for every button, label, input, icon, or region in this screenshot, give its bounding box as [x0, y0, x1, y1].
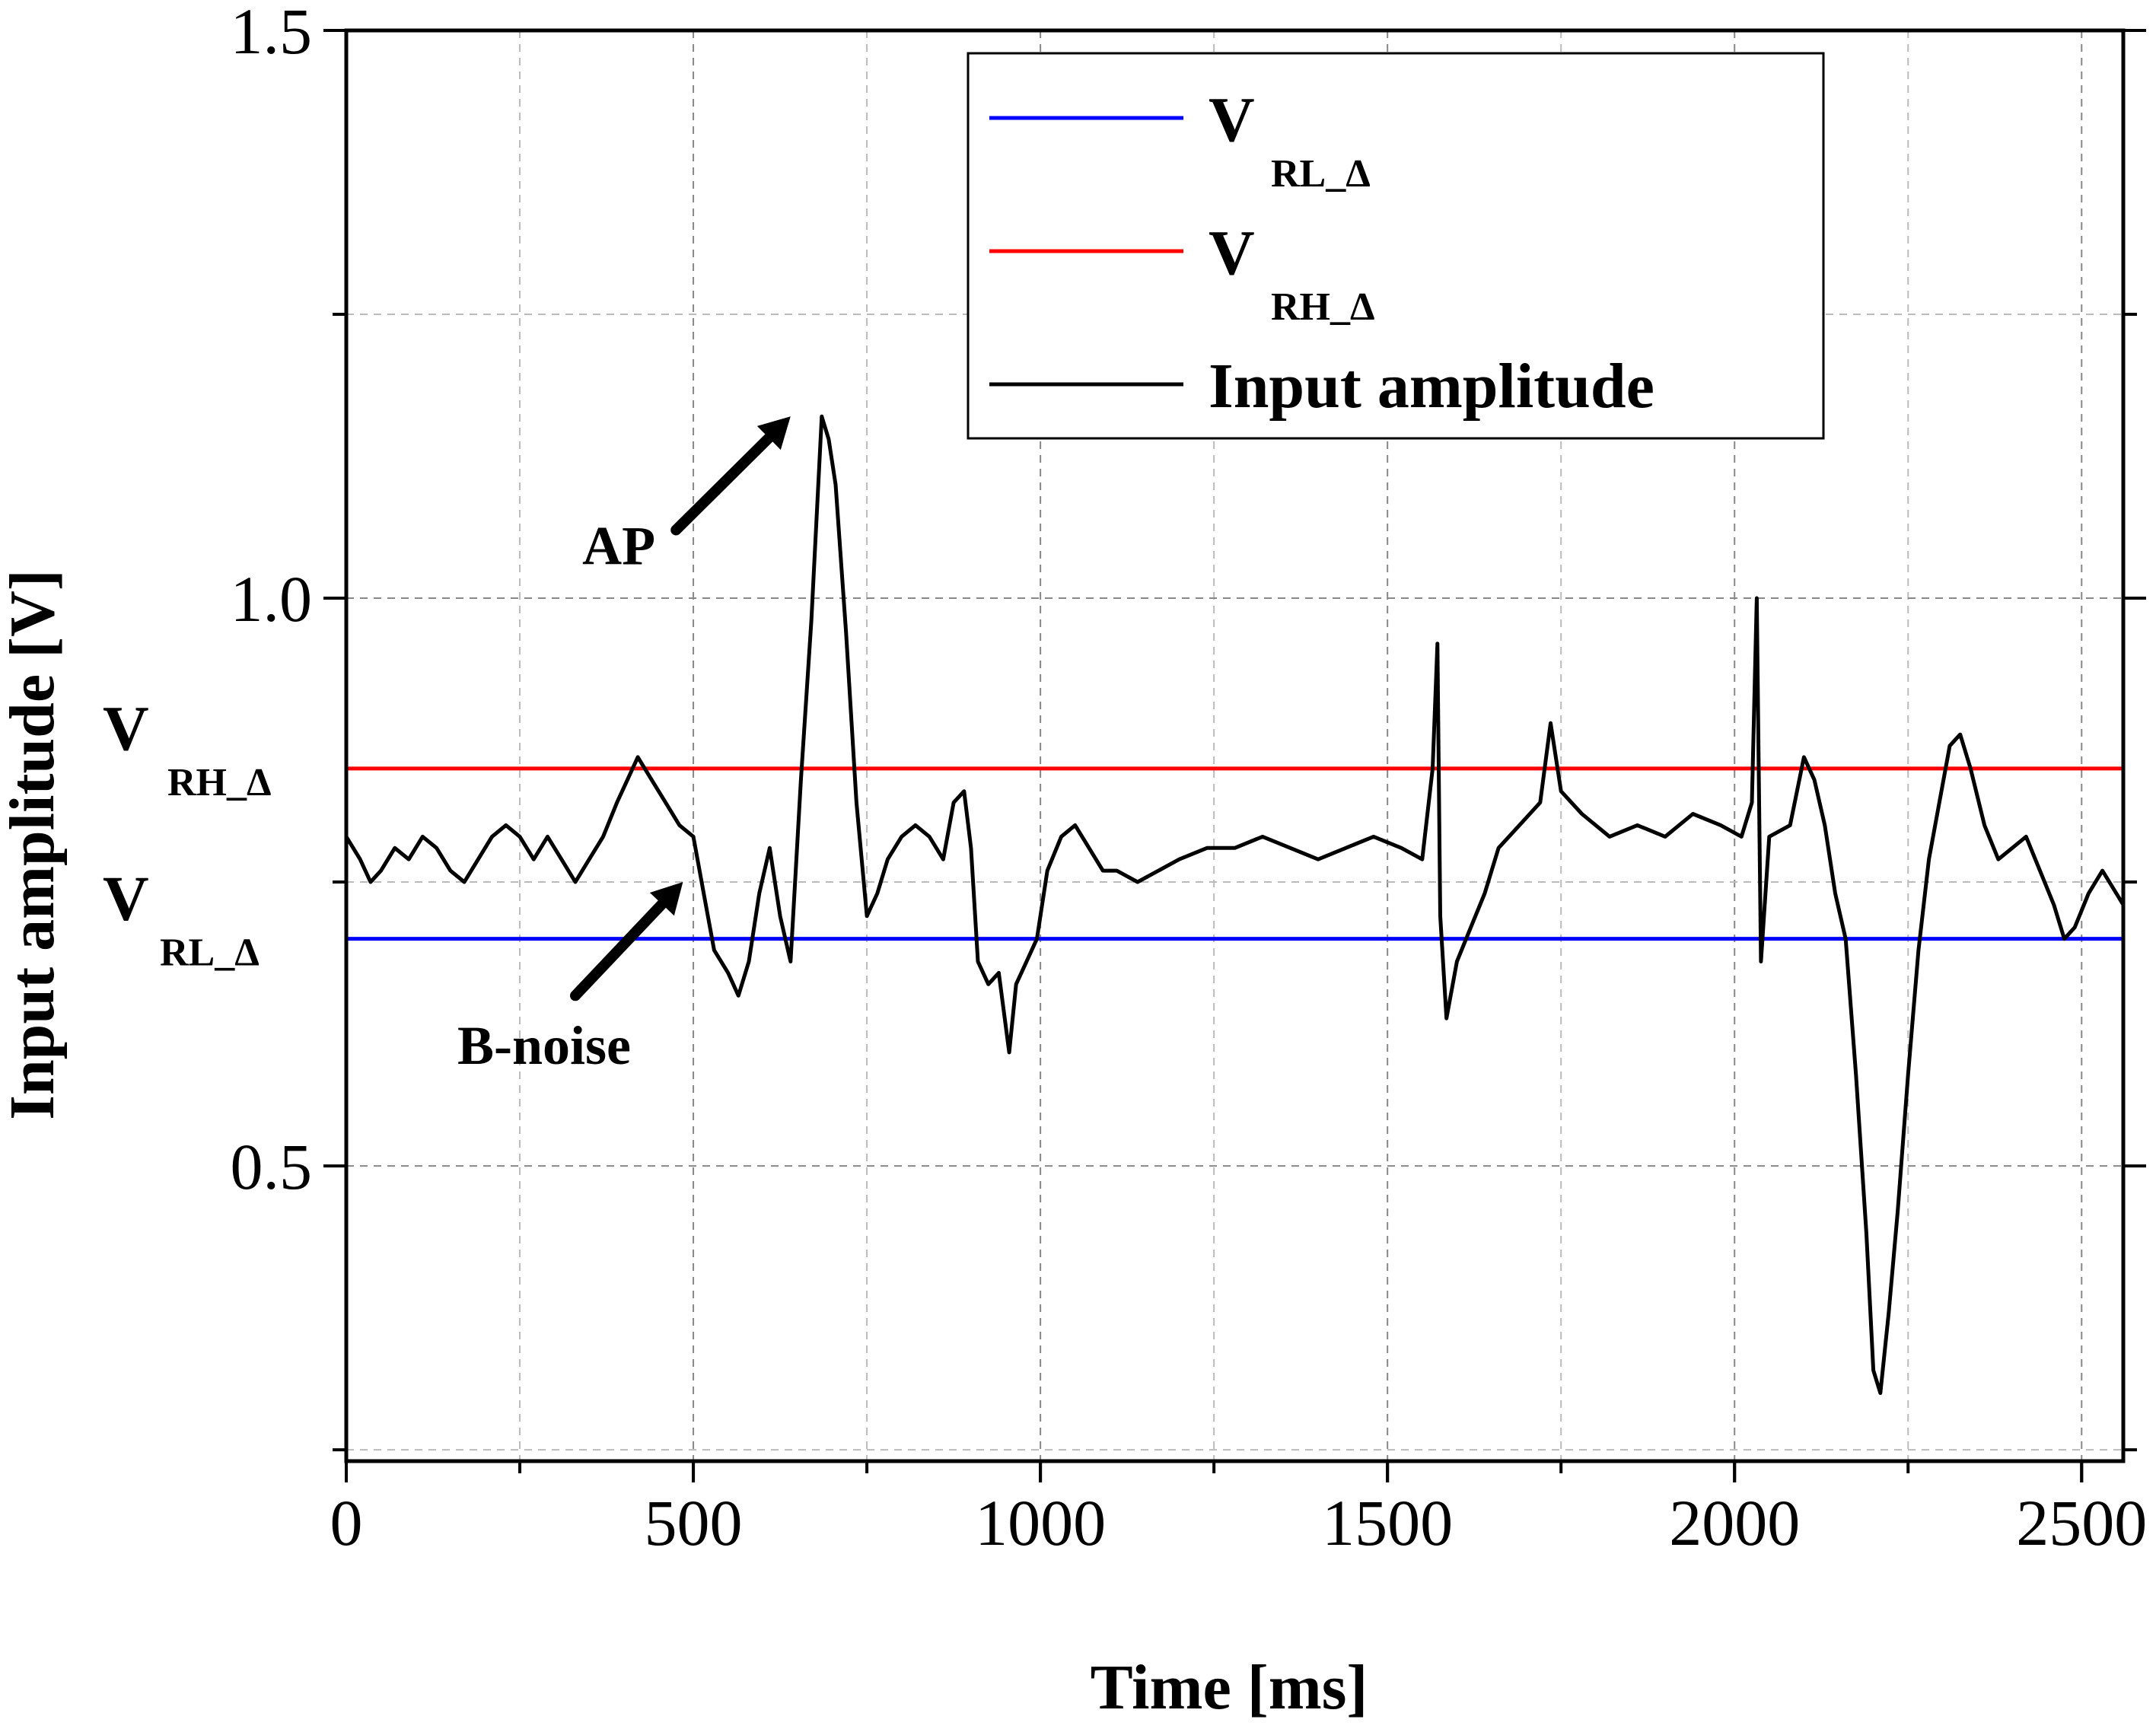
threshold-side-label: V [103, 693, 149, 764]
threshold-side-label-subscript: RH_Δ [167, 761, 272, 804]
plot-frame [344, 28, 2126, 1463]
annotation-arrowhead [649, 882, 683, 916]
data-layer [344, 414, 2126, 1395]
threshold-side-label-subscript: RL_Δ [160, 931, 260, 975]
annotation-layer: AP B-noise [457, 416, 791, 1076]
x-tick-label: 2000 [1669, 1486, 1800, 1559]
tick-layer: 0 500 1000 1500 2000 2500 0.5 1.0 1.5 [231, 0, 2148, 1559]
x-axis-title: Time [ms] [1091, 1652, 1368, 1723]
x-tick-label: 2500 [2016, 1486, 2147, 1559]
threshold-side-label: V [103, 864, 149, 935]
legend: V RL_Δ V RH_Δ Input amplitude [967, 52, 1825, 440]
legend-label-subscript: RL_Δ [1271, 152, 1371, 196]
y-tick-label: 1.5 [231, 0, 313, 68]
y-axis-title: Input amplitude [V] [0, 569, 68, 1119]
annotation-label: AP [582, 515, 655, 576]
legend-label-subscript: RH_Δ [1271, 285, 1375, 329]
x-tick-label: 0 [330, 1486, 363, 1559]
y-tick-label: 1.0 [231, 562, 313, 635]
x-tick-label: 1500 [1322, 1486, 1453, 1559]
annotation-arrow [569, 899, 667, 1001]
axes-layer [344, 28, 2126, 1463]
legend-label: Input amplitude [1209, 351, 1654, 422]
legend-label: V [1209, 84, 1255, 155]
annotation-arrowhead [756, 416, 791, 451]
x-tick-label: 1000 [975, 1486, 1106, 1559]
y-tick-label: 0.5 [231, 1130, 313, 1203]
annotation-label: B-noise [457, 1015, 631, 1076]
annotation-arrow [670, 432, 775, 536]
input-amplitude-trace [344, 414, 2126, 1395]
x-tick-label: 500 [645, 1486, 743, 1559]
legend-label: V [1209, 218, 1255, 288]
